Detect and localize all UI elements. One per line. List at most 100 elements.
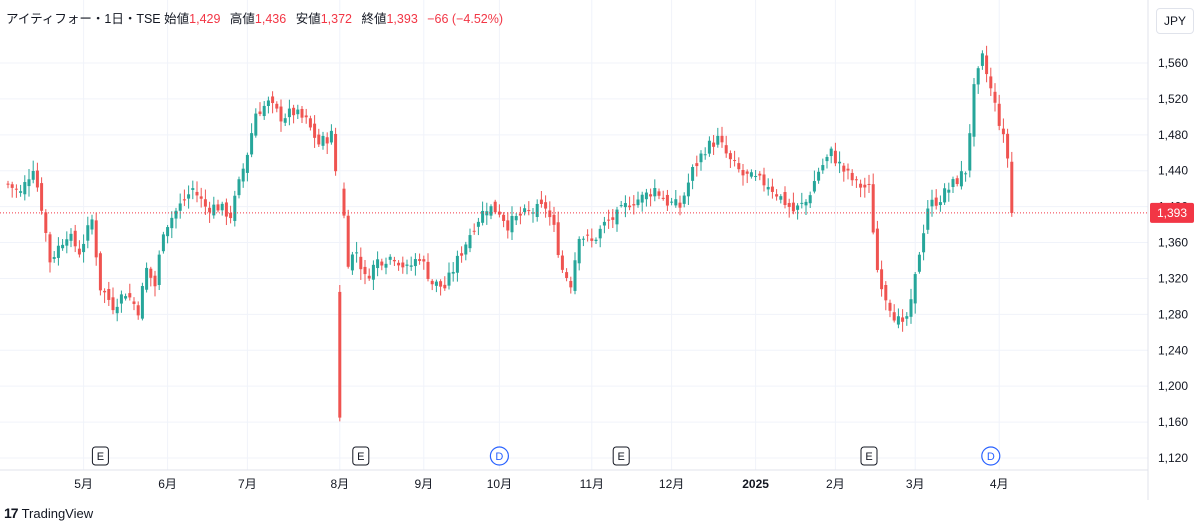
candle-body	[867, 183, 871, 185]
candle-body	[468, 235, 472, 249]
earnings-marker-label: E	[357, 451, 364, 463]
candle-body	[523, 208, 527, 213]
candle-body	[758, 173, 762, 176]
candle-body	[334, 133, 338, 172]
candle-body	[707, 140, 711, 154]
candle-body	[317, 134, 321, 145]
candle-body	[493, 201, 497, 213]
candle-body	[195, 191, 199, 196]
candle-body	[539, 199, 543, 205]
candle-body	[636, 199, 640, 206]
candle-body	[678, 202, 682, 208]
candle-body	[653, 188, 657, 197]
candlestick-chart[interactable]: E E D E E D 1,120 1,160 1,200 1,240 1,280 1,320 1,3…	[0, 0, 1200, 500]
candle-body	[619, 205, 623, 207]
candle-body	[548, 210, 552, 218]
dividend-marker[interactable]: D	[981, 446, 1001, 466]
x-tick-label: 12月	[659, 477, 684, 491]
candle-body	[518, 213, 522, 216]
y-tick-label: 1,560	[1158, 56, 1188, 70]
tradingview-logo[interactable]: 17 TradingView	[4, 505, 93, 521]
tradingview-brand-text: TradingView	[21, 505, 94, 521]
candle-body	[594, 239, 598, 242]
y-tick-label: 1,200	[1158, 379, 1188, 393]
candle-body	[951, 179, 955, 188]
candle-body	[388, 256, 392, 260]
candle-body	[770, 186, 774, 192]
candle-body	[787, 202, 791, 207]
candle-body	[905, 316, 909, 319]
change-value: −66 (−4.52%)	[427, 12, 503, 26]
candle-body	[489, 206, 493, 216]
candle-body	[405, 264, 409, 266]
candle-body	[149, 268, 153, 278]
candle-body	[661, 197, 665, 199]
candle-body	[14, 188, 18, 190]
candle-body	[775, 194, 779, 197]
candle-body	[993, 91, 997, 103]
open-label: 始値	[164, 12, 190, 26]
candle-body	[800, 202, 804, 204]
candle-body	[565, 272, 569, 278]
candle-body	[6, 183, 10, 185]
candle-body	[82, 243, 86, 253]
tradingview-logo-icon: 17	[4, 505, 19, 521]
candle-body	[854, 179, 858, 181]
candle-body	[741, 169, 745, 176]
candle-body	[413, 259, 417, 267]
candle-body	[628, 205, 632, 208]
candle-body	[497, 211, 501, 215]
candle-body	[418, 259, 422, 261]
earnings-marker[interactable]: E	[612, 446, 630, 466]
earnings-marker[interactable]: E	[860, 446, 878, 466]
candle-body	[917, 254, 921, 272]
candle-body	[556, 222, 560, 256]
candle-body	[224, 202, 228, 217]
earnings-marker[interactable]: E	[352, 446, 370, 466]
candle-body	[241, 168, 245, 182]
y-tick-label: 1,240	[1158, 343, 1188, 357]
candle-body	[863, 184, 867, 188]
candle-body	[573, 260, 577, 291]
candle-body	[976, 68, 980, 85]
x-tick-label: 3月	[906, 477, 925, 491]
candle-body	[166, 227, 170, 237]
candle-body	[77, 248, 81, 255]
earnings-marker[interactable]: E	[91, 446, 109, 466]
y-tick-label: 1,480	[1158, 128, 1188, 142]
candle-body	[560, 255, 564, 270]
candle-body	[720, 135, 724, 143]
candle-body	[124, 296, 128, 299]
candle-body	[586, 234, 590, 236]
y-tick-label: 1,160	[1158, 415, 1188, 429]
candle-body	[838, 161, 842, 164]
candle-body	[783, 192, 787, 206]
candle-body	[245, 154, 249, 173]
candle-body	[699, 153, 703, 163]
dividend-marker[interactable]: D	[489, 446, 509, 466]
candle-body	[136, 305, 140, 316]
x-tick-label: 4月	[990, 477, 1009, 491]
x-tick-label: 2025	[742, 477, 769, 491]
candle-body	[422, 259, 426, 262]
candle-body	[657, 191, 661, 196]
candle-body	[140, 286, 144, 319]
candle-body	[208, 207, 212, 213]
candle-body	[275, 103, 279, 109]
candle-body	[350, 254, 354, 271]
candle-body	[959, 171, 963, 187]
last-price-tag-text: 1,393	[1157, 206, 1187, 220]
earnings-marker-box	[352, 446, 370, 466]
candle-body	[392, 259, 396, 262]
candle-body	[308, 118, 312, 128]
currency-button[interactable]: JPY	[1156, 8, 1194, 34]
earnings-marker-box	[860, 446, 878, 466]
dividend-marker-label: D	[987, 451, 995, 463]
candle-body	[464, 244, 468, 255]
candle-body	[170, 217, 174, 229]
candle-body	[724, 145, 728, 154]
candle-body	[615, 209, 619, 225]
candle-body	[313, 123, 317, 138]
candle-body	[283, 118, 287, 123]
candle-body	[443, 284, 447, 289]
